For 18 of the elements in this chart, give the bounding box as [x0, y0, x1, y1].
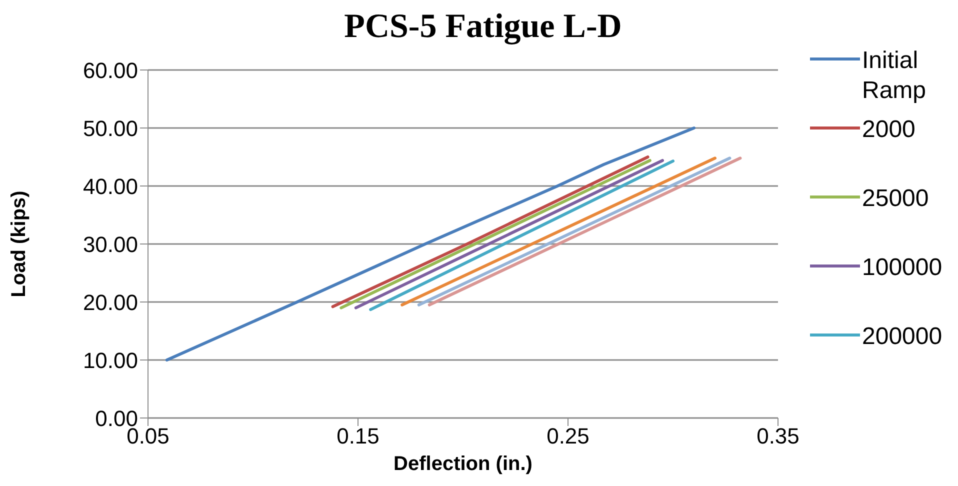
- legend-label: 200000: [862, 322, 944, 352]
- y-tick-label: 30.00: [82, 232, 138, 257]
- legend-label: 100000: [862, 253, 944, 283]
- legend-label: 2000: [862, 115, 916, 145]
- y-tick-label: 50.00: [82, 116, 138, 141]
- line-series: [165, 126, 696, 362]
- y-tick-label: 60.00: [82, 58, 138, 83]
- legend-label: Initial Ramp: [862, 46, 928, 106]
- y-axis-title: Load (kips): [8, 190, 30, 298]
- y-tick-label: 10.00: [82, 348, 138, 373]
- y-tick-label: 20.00: [82, 290, 138, 315]
- x-tick-label: 0.15: [336, 424, 380, 449]
- y-tick-label: 40.00: [82, 174, 138, 199]
- x-tick-label: 0.35: [756, 424, 800, 449]
- legend-label: 25000: [862, 184, 930, 214]
- chart-title: PCS-5 Fatigue L-D: [343, 8, 623, 46]
- x-tick-label: 0.25: [546, 424, 590, 449]
- x-axis-title: Deflection (in.): [394, 453, 532, 475]
